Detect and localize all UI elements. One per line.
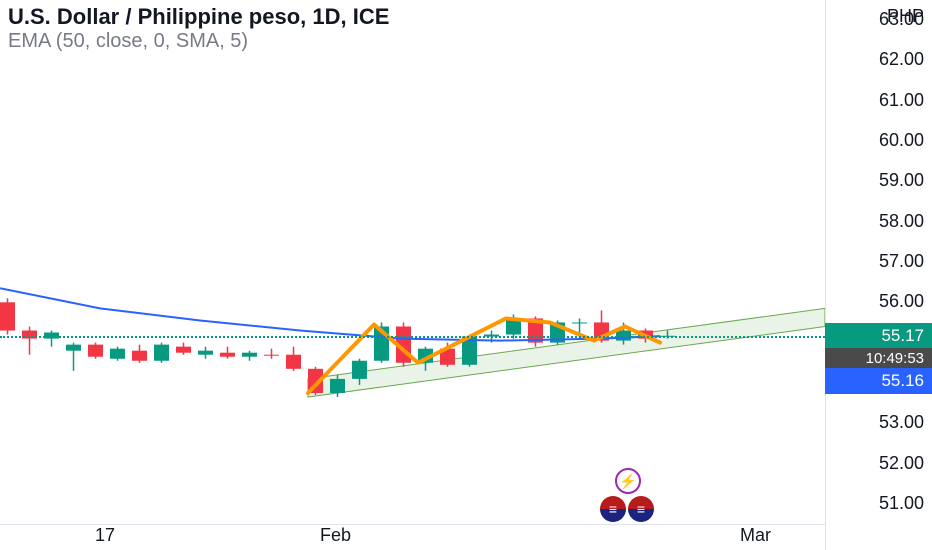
price-tick: 57.00 xyxy=(825,251,932,272)
current-price-line xyxy=(0,336,825,338)
price-tick: 63.00 xyxy=(825,9,932,30)
price-tick: 62.00 xyxy=(825,49,932,70)
time-tick: Feb xyxy=(320,525,351,546)
time-tick: Mar xyxy=(740,525,771,546)
ema-price-tag: 55.16 xyxy=(825,368,932,394)
event-lightning-icon[interactable]: ⚡ xyxy=(615,468,641,494)
price-tick: 56.00 xyxy=(825,291,932,312)
time-axis[interactable]: 17 Feb Mar xyxy=(0,524,825,550)
event-flag-icon[interactable]: ≡ xyxy=(600,496,626,522)
chart-svg xyxy=(0,0,825,524)
event-flag-icon[interactable]: ≡ xyxy=(628,496,654,522)
price-tick: 53.00 xyxy=(825,412,932,433)
countdown-timer: 10:49:53 xyxy=(825,348,932,369)
price-tick: 52.00 xyxy=(825,453,932,474)
price-tick: 61.00 xyxy=(825,90,932,111)
price-tick: 51.00 xyxy=(825,493,932,514)
price-axis[interactable]: PHP 63.0062.0061.0060.0059.0058.0057.005… xyxy=(825,0,932,550)
price-tick: 59.00 xyxy=(825,170,932,191)
last-price-tag: 55.17 xyxy=(825,323,932,349)
chart-plot-area[interactable]: ⚡ ≡ ≡ xyxy=(0,0,825,550)
price-tick: 58.00 xyxy=(825,211,932,232)
time-tick: 17 xyxy=(95,525,115,546)
price-tick: 60.00 xyxy=(825,130,932,151)
